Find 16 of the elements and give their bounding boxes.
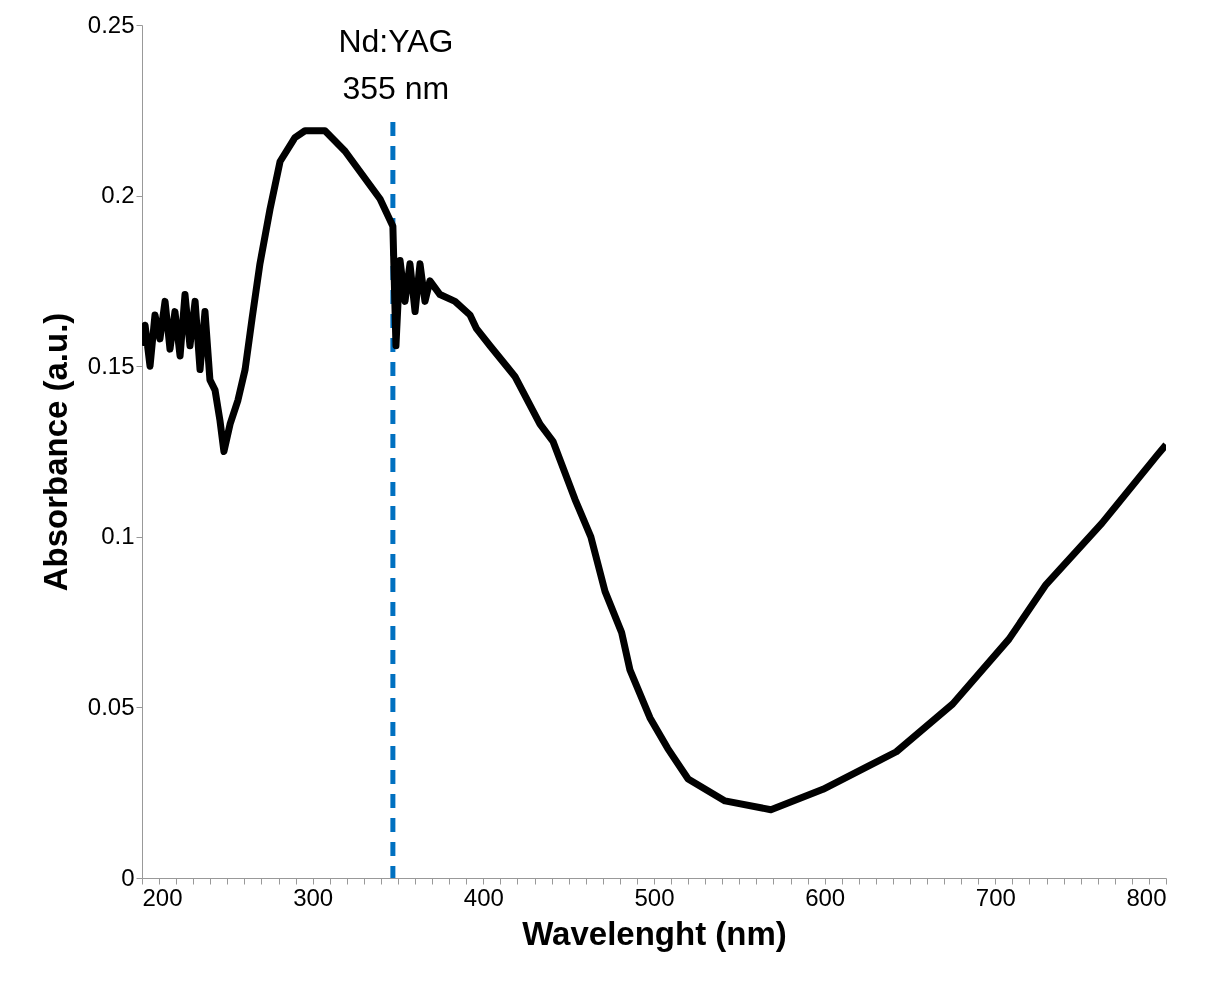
- x-axis-title: Wavelenght (nm): [522, 914, 787, 952]
- y-tick-label: 0.2: [101, 181, 135, 209]
- x-tick-label: 800: [1126, 883, 1167, 911]
- y-axis-title: Absorbance (a.u.): [36, 312, 74, 592]
- y-tick-label: 0.25: [87, 10, 135, 38]
- y-tick-label: 0.1: [101, 522, 135, 550]
- x-tick-label: 700: [975, 883, 1016, 911]
- x-tick-label: 500: [634, 883, 675, 911]
- y-tick-label: 0: [121, 863, 135, 891]
- x-tick-label: 600: [805, 883, 846, 911]
- x-tick-label: 300: [293, 883, 334, 911]
- y-tick-label: 0.05: [87, 692, 135, 720]
- x-tick-label: 400: [463, 883, 504, 911]
- y-tick-label: 0.15: [87, 351, 135, 379]
- x-tick-label: 200: [142, 883, 183, 911]
- ref-line-label: Nd:YAG 355 nm: [338, 23, 454, 106]
